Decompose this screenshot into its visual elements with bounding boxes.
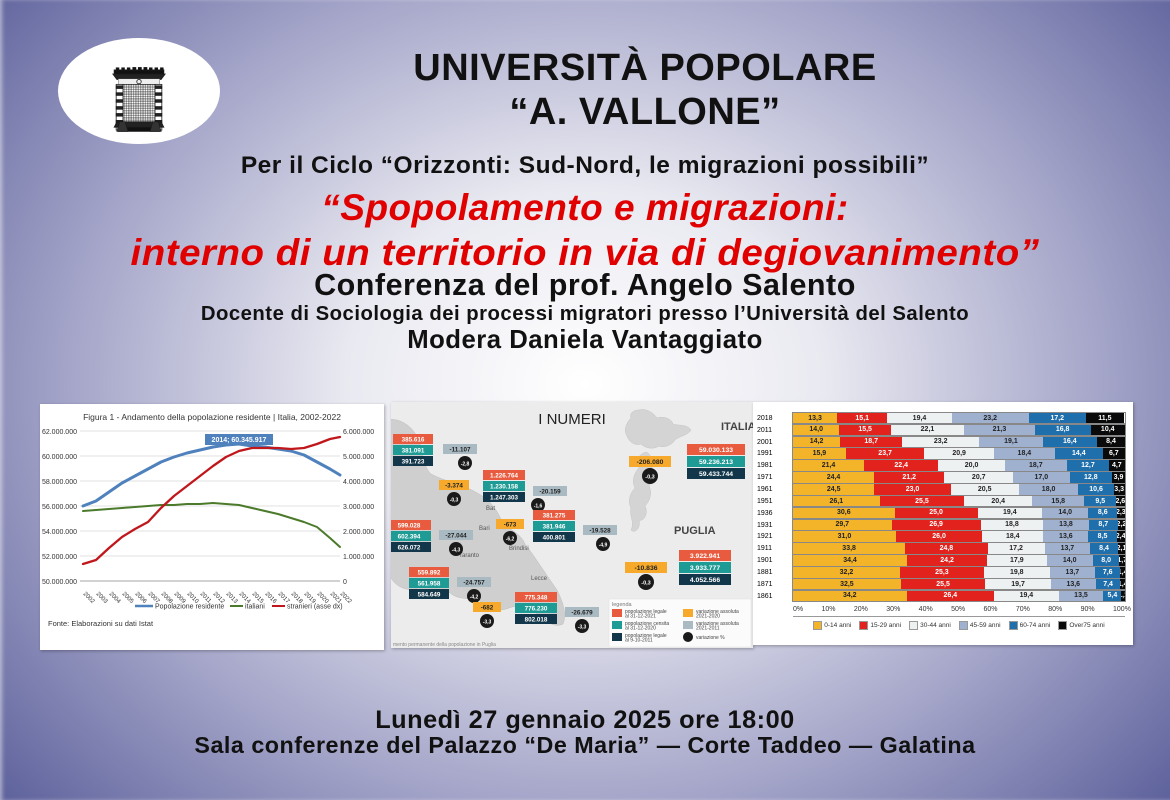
svg-text:-3.374: -3.374	[445, 483, 463, 490]
svg-text:400.801: 400.801	[543, 535, 566, 542]
svg-text:-4,2: -4,2	[470, 595, 479, 601]
svg-text:-27.044: -27.044	[445, 533, 467, 540]
svg-text:3.933.777: 3.933.777	[690, 565, 720, 572]
svg-text:6.000.000: 6.000.000	[343, 429, 374, 436]
svg-text:2016: 2016	[264, 591, 278, 605]
svg-text:-20.159: -20.159	[539, 489, 561, 496]
svg-text:4.052.566: 4.052.566	[690, 577, 720, 584]
svg-text:3.922.941: 3.922.941	[690, 553, 720, 560]
svg-text:391.723: 391.723	[402, 459, 425, 466]
svg-text:59.236.213: 59.236.213	[699, 459, 733, 466]
svg-text:626.072: 626.072	[398, 545, 421, 552]
svg-text:1.230.158: 1.230.158	[490, 484, 519, 491]
svg-text:Brindisi: Brindisi	[509, 546, 529, 552]
svg-text:1.247.303: 1.247.303	[490, 495, 519, 502]
svg-text:52.000.000: 52.000.000	[42, 554, 77, 561]
svg-text:-1,6: -1,6	[534, 504, 543, 510]
svg-text:776.230: 776.230	[525, 606, 548, 613]
svg-text:2013: 2013	[225, 591, 239, 605]
svg-text:-673: -673	[504, 522, 517, 529]
svg-text:legenda: legenda	[612, 602, 633, 608]
svg-text:0: 0	[343, 579, 347, 586]
svg-text:variazione %: variazione %	[696, 635, 725, 641]
svg-text:2014; 60.345.917: 2014; 60.345.917	[212, 437, 267, 444]
svg-text:Fonte: Elaborazioni su dati Is: Fonte: Elaborazioni su dati Istat	[48, 619, 154, 628]
svg-text:50.000.000: 50.000.000	[42, 579, 77, 586]
svg-text:584.649: 584.649	[418, 592, 441, 599]
svg-text:Popolazione residente: Popolazione residente	[155, 604, 224, 611]
svg-text:2021-2011: 2021-2011	[696, 626, 720, 632]
svg-text:62.000.000: 62.000.000	[42, 429, 77, 436]
svg-text:58.000.000: 58.000.000	[42, 479, 77, 486]
svg-text:2004: 2004	[108, 591, 122, 605]
svg-text:-3,3: -3,3	[578, 625, 587, 631]
svg-text:54.000.000: 54.000.000	[42, 529, 77, 536]
svg-text:-6,2: -6,2	[506, 537, 515, 543]
svg-text:Taranto: Taranto	[459, 553, 480, 559]
svg-text:5.000.000: 5.000.000	[343, 454, 374, 461]
svg-text:-10.836: -10.836	[634, 565, 657, 572]
svg-text:-19.528: -19.528	[589, 528, 611, 535]
svg-text:599.028: 599.028	[398, 523, 421, 530]
svg-text:mento permanente della popolaz: mento permanente della popolazione in Pu…	[393, 642, 496, 648]
svg-text:60.000.000: 60.000.000	[42, 454, 77, 461]
svg-text:559.892: 559.892	[418, 570, 441, 577]
svg-text:al 31-12-2021: al 31-12-2021	[625, 614, 656, 620]
svg-text:381.091: 381.091	[402, 448, 425, 455]
svg-text:stranieri (asse dx): stranieri (asse dx)	[287, 604, 343, 611]
svg-text:-0,3: -0,3	[641, 581, 650, 587]
svg-text:I NUMERI: I NUMERI	[538, 411, 606, 428]
svg-text:381.946: 381.946	[543, 524, 566, 531]
svg-text:Bat: Bat	[486, 506, 495, 512]
svg-text:2.000.000: 2.000.000	[343, 529, 374, 536]
svg-text:381.275: 381.275	[543, 513, 566, 520]
svg-text:2021-2020: 2021-2020	[696, 614, 720, 620]
svg-text:561.958: 561.958	[418, 581, 441, 588]
svg-text:Figura 1 - Andamento della pop: Figura 1 - Andamento della popolazione r…	[83, 412, 341, 422]
svg-text:Bari: Bari	[479, 526, 490, 532]
svg-text:59.030.133: 59.030.133	[699, 447, 733, 454]
svg-text:4.000.000: 4.000.000	[343, 479, 374, 486]
svg-text:2006: 2006	[134, 591, 148, 605]
svg-text:-206.080: -206.080	[637, 459, 664, 466]
svg-text:56.000.000: 56.000.000	[42, 504, 77, 511]
svg-text:ITALIA: ITALIA	[721, 421, 753, 433]
svg-text:2005: 2005	[121, 591, 135, 605]
svg-text:2003: 2003	[95, 591, 109, 605]
svg-text:2002: 2002	[82, 591, 96, 605]
svg-text:-2,8: -2,8	[461, 462, 470, 468]
svg-text:-682: -682	[481, 605, 494, 612]
svg-text:59.433.744: 59.433.744	[699, 471, 733, 478]
svg-text:al 9-10-2011: al 9-10-2011	[625, 638, 653, 644]
svg-text:1.000.000: 1.000.000	[343, 554, 374, 561]
svg-text:-4,9: -4,9	[599, 543, 608, 549]
svg-text:802.018: 802.018	[525, 617, 548, 624]
svg-text:-11.107: -11.107	[449, 447, 471, 454]
svg-text:al 31-12-2020: al 31-12-2020	[625, 626, 656, 632]
svg-text:-3,3: -3,3	[483, 620, 492, 626]
svg-text:Lecce: Lecce	[531, 576, 548, 582]
svg-text:602.394: 602.394	[398, 534, 421, 541]
svg-text:-24.757: -24.757	[463, 580, 485, 587]
svg-text:3.000.000: 3.000.000	[343, 504, 374, 511]
svg-text:PUGLIA: PUGLIA	[674, 525, 716, 537]
svg-text:-0,3: -0,3	[450, 498, 459, 504]
svg-text:-0,3: -0,3	[645, 475, 654, 481]
svg-text:385.616: 385.616	[402, 437, 425, 444]
svg-text:-4,3: -4,3	[452, 548, 461, 554]
svg-text:italiani: italiani	[245, 604, 265, 611]
svg-text:775.348: 775.348	[525, 595, 548, 602]
svg-text:1.226.764: 1.226.764	[490, 473, 519, 480]
svg-text:-26.679: -26.679	[571, 610, 593, 617]
